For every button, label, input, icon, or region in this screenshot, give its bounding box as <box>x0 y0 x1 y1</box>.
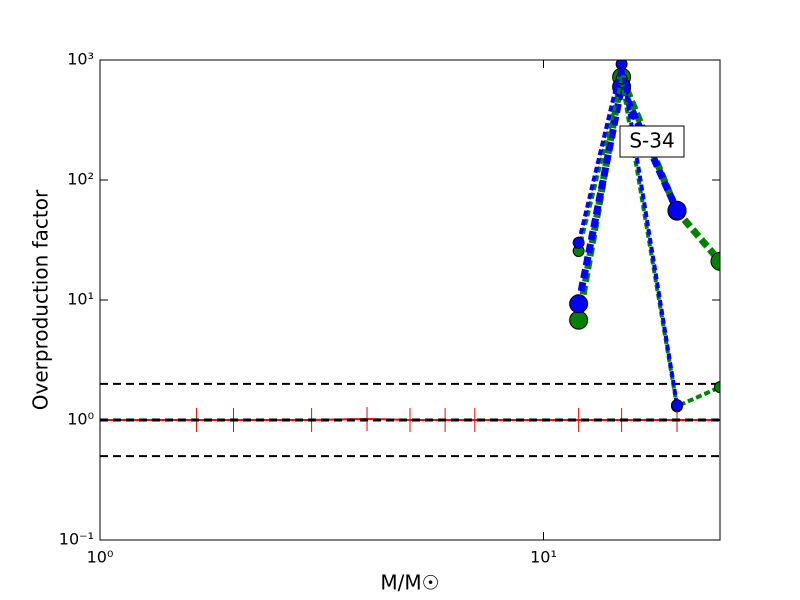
point-marker <box>710 251 720 271</box>
y-tick-label: 10³ <box>67 50 94 69</box>
y-tick-label: 10⁻¹ <box>59 530 94 549</box>
point-marker <box>714 381 720 394</box>
annotation: S-34 <box>629 129 674 153</box>
plot-area <box>100 60 720 458</box>
x-tick-label: 10⁰ <box>87 548 114 567</box>
point-marker <box>671 399 684 412</box>
point-marker <box>569 294 589 314</box>
y-tick-label: 10⁰ <box>67 410 94 429</box>
point-marker <box>572 236 585 249</box>
point-marker <box>615 60 628 71</box>
x-tick-label: 10¹ <box>530 548 557 567</box>
y-tick-label: 10¹ <box>67 290 94 309</box>
x-axis-label: M/M☉ <box>380 571 439 595</box>
point-marker <box>569 310 589 330</box>
point-marker <box>667 200 687 220</box>
y-tick-label: 10² <box>67 170 94 189</box>
annotation-box <box>619 125 685 158</box>
y-axis-label: Overproduction factor <box>29 189 53 410</box>
